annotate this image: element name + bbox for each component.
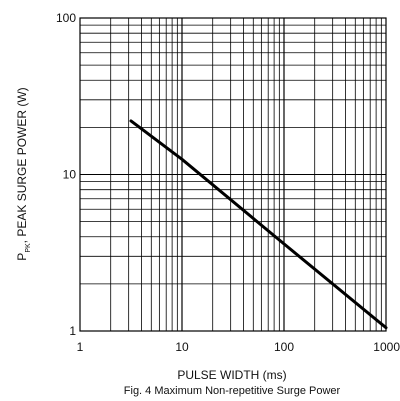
figure-caption: Fig. 4 Maximum Non-repetitive Surge Powe… <box>124 385 341 397</box>
x-tick-label: 1000 <box>373 340 400 354</box>
y-tick-label: 1 <box>69 324 76 338</box>
plot-frame <box>79 17 387 332</box>
y-tick-label: 10 <box>63 168 77 182</box>
series-layer <box>129 119 388 330</box>
x-tick-labels: 1 10 100 1000 <box>77 340 400 354</box>
series-line <box>129 119 388 330</box>
y-tick-label: 100 <box>56 11 76 25</box>
grid-major <box>80 18 386 331</box>
y-axis-label: PPK, PEAK SURGE POWER (W) <box>15 87 32 260</box>
y-axis-label-prefix: P <box>15 253 29 261</box>
x-tick-label: 1 <box>77 340 84 354</box>
y-tick-labels: 100 10 1 <box>56 11 76 338</box>
x-axis-label: PULSE WIDTH (ms) <box>177 368 286 382</box>
y-axis-label-suffix: , PEAK SURGE POWER (W) <box>15 87 29 243</box>
x-tick-label: 10 <box>175 340 189 354</box>
x-tick-label: 100 <box>274 340 294 354</box>
y-axis-label-subscript: PK <box>25 243 32 253</box>
